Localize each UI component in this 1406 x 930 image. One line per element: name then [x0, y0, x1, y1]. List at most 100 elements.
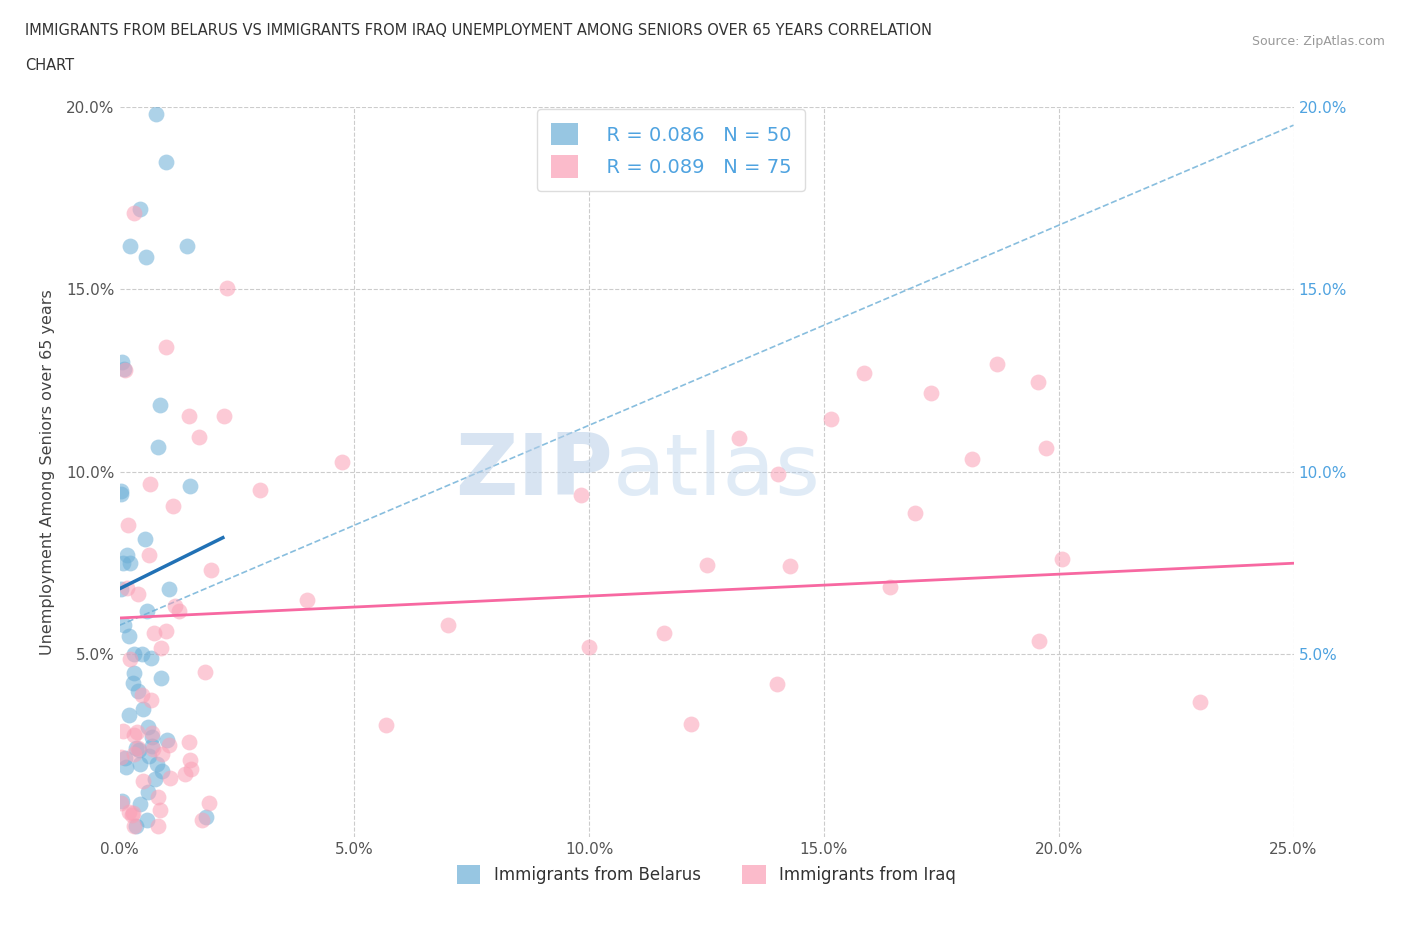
Point: [727, 431, 749, 445]
Point: [118, 805, 141, 820]
Point: [194, 810, 217, 825]
Point: [139, 650, 162, 665]
Point: [163, 599, 186, 614]
Point: [142, 741, 165, 756]
Point: [127, 740, 149, 755]
Point: [148, 818, 170, 833]
Point: [167, 604, 190, 618]
Point: [112, 618, 135, 632]
Point: [117, 580, 139, 595]
Point: [141, 738, 163, 753]
Point: [122, 665, 145, 680]
Point: [127, 684, 149, 698]
Point: [155, 339, 177, 354]
Point: [375, 717, 398, 732]
Point: [150, 764, 173, 778]
Point: [986, 356, 1008, 371]
Point: [122, 647, 145, 662]
Point: [177, 734, 200, 749]
Text: atlas: atlas: [613, 431, 821, 513]
Point: [150, 640, 173, 655]
Point: [141, 725, 163, 740]
Text: ZIP: ZIP: [456, 431, 613, 513]
Point: [115, 548, 138, 563]
Point: [146, 790, 169, 804]
Point: [177, 409, 200, 424]
Point: [120, 238, 142, 253]
Point: [143, 772, 166, 787]
Point: [134, 531, 156, 546]
Point: [571, 487, 593, 502]
Text: CHART: CHART: [25, 58, 75, 73]
Point: [297, 592, 319, 607]
Point: [146, 757, 169, 772]
Point: [118, 652, 141, 667]
Point: [112, 362, 135, 377]
Point: [125, 818, 148, 833]
Point: [156, 732, 179, 747]
Point: [132, 702, 155, 717]
Point: [136, 785, 159, 800]
Point: [138, 749, 160, 764]
Point: [1035, 441, 1057, 456]
Point: [110, 795, 132, 810]
Point: [111, 355, 134, 370]
Point: [135, 813, 157, 828]
Point: [194, 664, 217, 679]
Point: [162, 498, 184, 513]
Point: [139, 476, 162, 491]
Point: [1028, 633, 1050, 648]
Point: [111, 556, 134, 571]
Point: [110, 484, 132, 498]
Text: IMMIGRANTS FROM BELARUS VS IMMIGRANTS FROM IRAQ UNEMPLOYMENT AMONG SENIORS OVER : IMMIGRANTS FROM BELARUS VS IMMIGRANTS FR…: [25, 23, 932, 38]
Point: [176, 238, 198, 253]
Point: [155, 154, 177, 169]
Point: [114, 363, 136, 378]
Point: [124, 818, 146, 833]
Point: [197, 795, 219, 810]
Point: [122, 727, 145, 742]
Point: [179, 753, 201, 768]
Point: [110, 486, 132, 501]
Point: [180, 762, 202, 777]
Point: [696, 558, 718, 573]
Point: [118, 629, 141, 644]
Point: [118, 556, 141, 571]
Point: [188, 430, 211, 445]
Point: [128, 742, 150, 757]
Point: [1052, 551, 1074, 566]
Point: [879, 579, 901, 594]
Point: [200, 562, 222, 577]
Point: [157, 737, 180, 752]
Point: [145, 107, 167, 122]
Point: [962, 452, 984, 467]
Point: [141, 729, 163, 744]
Legend: Immigrants from Belarus, Immigrants from Iraq: Immigrants from Belarus, Immigrants from…: [450, 858, 963, 891]
Point: [904, 506, 927, 521]
Point: [122, 206, 145, 220]
Point: [779, 559, 801, 574]
Point: [820, 412, 842, 427]
Y-axis label: Unemployment Among Seniors over 65 years: Unemployment Among Seniors over 65 years: [41, 289, 55, 655]
Point: [173, 766, 195, 781]
Point: [652, 626, 675, 641]
Point: [110, 750, 132, 764]
Point: [138, 548, 160, 563]
Point: [131, 687, 153, 702]
Point: [179, 478, 201, 493]
Point: [1188, 695, 1211, 710]
Point: [136, 604, 159, 618]
Point: [249, 483, 271, 498]
Point: [159, 770, 181, 785]
Point: [766, 467, 789, 482]
Point: [127, 586, 149, 601]
Point: [114, 751, 136, 765]
Point: [578, 640, 600, 655]
Point: [128, 756, 150, 771]
Point: [111, 724, 134, 738]
Point: [920, 386, 942, 401]
Point: [121, 808, 143, 823]
Point: [190, 813, 212, 828]
Point: [437, 618, 460, 632]
Point: [110, 581, 132, 596]
